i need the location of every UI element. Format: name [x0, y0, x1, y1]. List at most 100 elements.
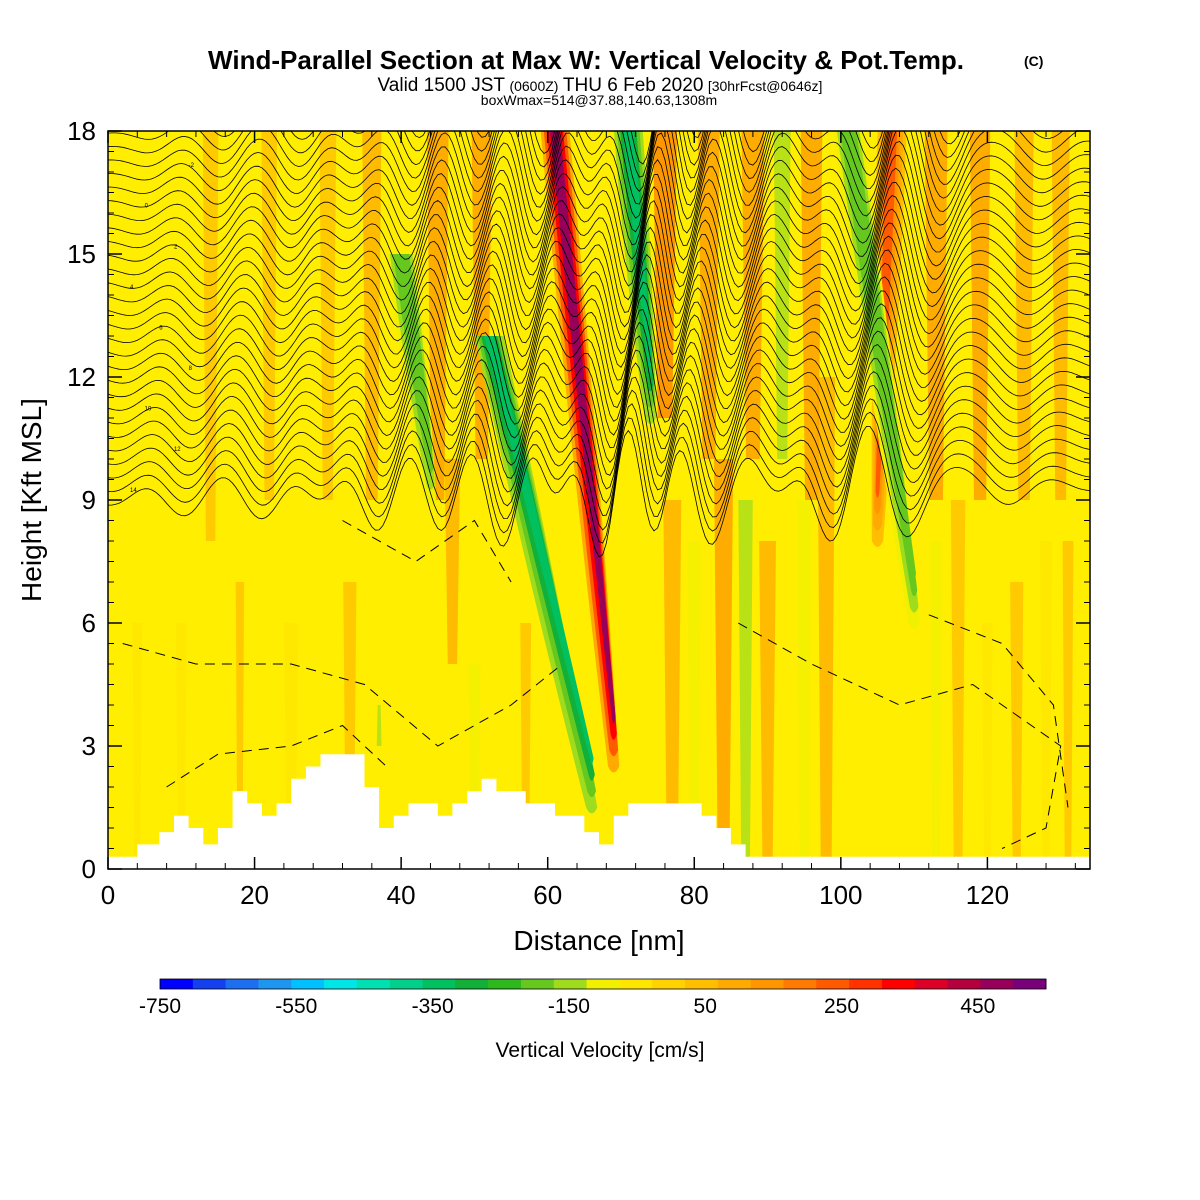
- theta-contour: [108, 131, 1090, 233]
- theta-contour: [108, 290, 1090, 422]
- chart-title: Wind-Parallel Section at Max W: Vertical…: [208, 45, 964, 75]
- y-axis-label: Height [Kft MSL]: [16, 398, 47, 602]
- theta-contour: [108, 208, 1090, 341]
- theta-contour: [108, 195, 1090, 328]
- velocity-streak: [741, 131, 765, 459]
- velocity-streak: [687, 541, 701, 869]
- contour-label: -2: [189, 163, 195, 169]
- chart-subtitle: Valid 1500 JST (0600Z) THU 6 Feb 2020 [3…: [378, 75, 823, 96]
- colorbar-swatch: [783, 979, 817, 989]
- colorbar-swatch: [1013, 979, 1047, 989]
- velocity-streak: [713, 459, 734, 869]
- colorbar-swatch: [553, 979, 588, 989]
- velocity-streak: [261, 131, 278, 500]
- velocity-streak: [1014, 131, 1034, 500]
- theta-contour: [108, 249, 1090, 381]
- theta-contour: [108, 181, 1090, 313]
- colorbar-swatch: [717, 979, 752, 989]
- theta-contour-dashed: [928, 614, 1069, 808]
- velocity-streak: [319, 131, 337, 500]
- theta-contour: [108, 303, 1090, 436]
- x-tick-label: 40: [387, 880, 416, 910]
- velocity-streak: [132, 623, 143, 869]
- colorbar-swatch: [160, 979, 194, 989]
- copyright-mark: (C): [1024, 53, 1043, 69]
- colorbar-tick-label: 50: [694, 995, 717, 1018]
- velocity-streak: [1040, 541, 1053, 869]
- velocity-streak: [1051, 131, 1070, 500]
- velocity-streak: [1010, 582, 1024, 869]
- x-tick-label: 0: [101, 880, 115, 910]
- colorbar-swatch: [849, 979, 883, 989]
- theta-contour: [108, 384, 1090, 516]
- theta-contour: [108, 330, 1090, 463]
- theta-contour: [108, 131, 1090, 260]
- colorbar-tick-label: -750: [139, 995, 181, 1018]
- colorbar-swatch: [619, 979, 653, 989]
- colorbar-swatch: [947, 979, 981, 989]
- theta-contour: [108, 154, 1090, 287]
- colorbar-tick-label: -550: [275, 995, 317, 1018]
- x-tick-label: 60: [533, 880, 562, 910]
- x-tick-label: 100: [819, 880, 862, 910]
- velocity-streak: [800, 131, 823, 500]
- contour-label: 6: [159, 325, 163, 331]
- theta-contour: [108, 262, 1090, 396]
- colorbar-swatch: [750, 979, 784, 989]
- theta-contour: [108, 411, 1090, 544]
- colorbar-swatch: [291, 979, 325, 989]
- contour-label: 8: [189, 366, 193, 372]
- velocity-streak: [759, 541, 776, 869]
- velocity-streak: [362, 131, 382, 500]
- theta-contour: [108, 276, 1090, 409]
- colorbar-swatch: [324, 979, 358, 989]
- theta-contour: [108, 131, 1079, 205]
- theta-contour-dashed: [166, 724, 387, 788]
- colorbar-swatch: [652, 979, 686, 989]
- colorbar-tick-label: -350: [412, 995, 454, 1018]
- x-tick-label: 20: [240, 880, 269, 910]
- velocity-streak: [924, 131, 948, 500]
- colorbar-swatch: [225, 979, 259, 989]
- theta-contour: [108, 317, 1090, 449]
- velocity-streak: [982, 623, 993, 869]
- downdraft-core: [480, 336, 595, 781]
- colorbar-swatch: [914, 979, 949, 989]
- theta-contour: [108, 131, 1090, 246]
- contour-label: 10: [145, 407, 152, 413]
- colorbar-swatch: [356, 979, 391, 989]
- colorbar: -750 -550 -350 -150 50 250 450: [139, 978, 1047, 1018]
- valid-date: THU 6 Feb 2020: [563, 75, 703, 96]
- y-tick-label: 12: [67, 362, 96, 392]
- colorbar-swatch: [816, 979, 850, 989]
- velocity-streak: [796, 500, 812, 869]
- theta-contour: [108, 371, 1090, 504]
- contour-label: 12: [174, 447, 181, 453]
- y-tick-label: 6: [82, 608, 96, 638]
- colorbar-swatch: [488, 979, 522, 989]
- theta-contour: [108, 344, 1090, 476]
- contour-label: 4: [130, 285, 134, 291]
- contour-label: 14: [130, 488, 137, 494]
- velocity-streak: [969, 131, 991, 500]
- velocity-streak: [663, 500, 682, 869]
- velocity-streak: [817, 377, 836, 869]
- downdraft-core: [484, 336, 594, 765]
- y-tick-label: 9: [82, 485, 96, 515]
- updraft-core: [550, 131, 616, 724]
- colorbar-swatch: [389, 979, 424, 989]
- y-tick-label: 15: [67, 239, 96, 269]
- theta-contour: [108, 235, 1090, 368]
- theta-contour: [108, 425, 1090, 558]
- colorbar-swatch: [192, 979, 227, 989]
- colorbar-tick-label: 450: [960, 995, 995, 1018]
- theta-contour: [108, 167, 1090, 301]
- valid-utc: (0600Z): [509, 78, 558, 94]
- colorbar-swatch: [422, 979, 456, 989]
- velocity-streak: [698, 131, 720, 459]
- colorbar-swatch: [586, 979, 620, 989]
- theta-contour: [108, 398, 1090, 531]
